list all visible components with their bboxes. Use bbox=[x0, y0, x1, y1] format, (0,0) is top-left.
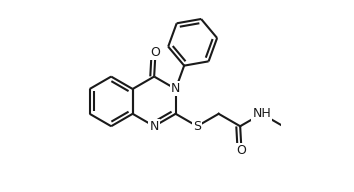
Text: O: O bbox=[150, 46, 160, 59]
Text: N: N bbox=[149, 120, 159, 133]
Text: N: N bbox=[171, 83, 180, 95]
Text: NH: NH bbox=[252, 107, 271, 120]
Text: O: O bbox=[236, 144, 246, 157]
Text: S: S bbox=[193, 120, 201, 133]
